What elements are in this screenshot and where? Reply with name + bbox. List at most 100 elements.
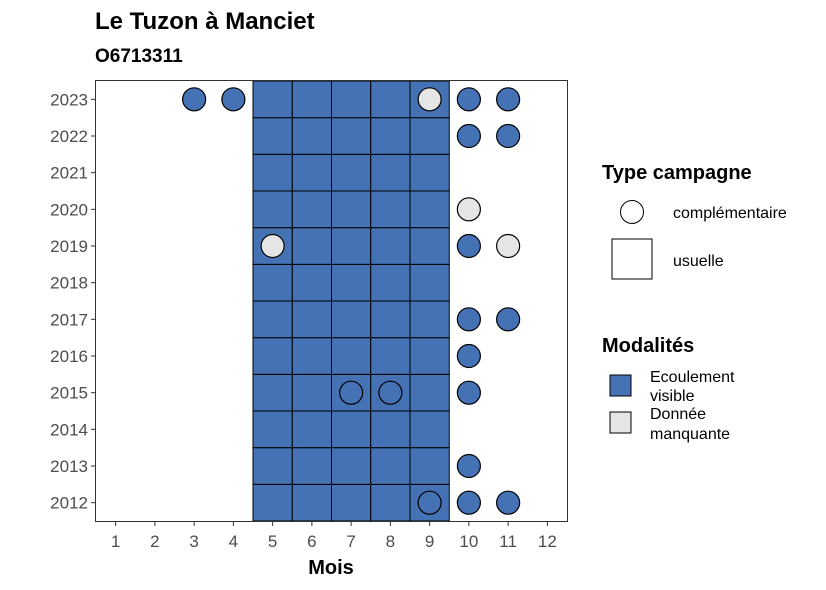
point-2015-7 (339, 380, 364, 405)
plot-panel-border (95, 80, 568, 522)
usuelle-tile-2023-7 (331, 80, 372, 119)
point-2023-4 (221, 87, 246, 112)
usuelle-tile-2013-7 (331, 447, 372, 485)
usuelle-tile-2021-5 (252, 153, 293, 192)
legend-complementaire-label: complémentaire (673, 205, 787, 222)
usuelle-tile-2022-7 (331, 117, 372, 155)
legend-manquante-label-1: Donnée (650, 406, 706, 423)
usuelle-tile-2015-6 (291, 373, 332, 412)
usuelle-tile-2021-8 (370, 153, 411, 192)
point-2019-10 (456, 233, 481, 259)
x-tick-label-12: 12 (538, 532, 557, 551)
x-tick-label-3: 3 (189, 532, 198, 551)
x-tick-label-1: 1 (111, 532, 120, 551)
usuelle-tile-2021-9 (409, 153, 450, 192)
legend-manquante-key (609, 411, 632, 434)
point-2017-10 (456, 307, 481, 332)
y-tick-label-2014: 2014 (50, 420, 88, 439)
usuelle-tile-2018-7 (331, 263, 372, 302)
y-tick-label-2012: 2012 (50, 494, 88, 513)
usuelle-tile-2022-6 (291, 117, 332, 155)
usuelle-tiles (252, 80, 450, 522)
x-tick-label-11: 11 (499, 532, 517, 551)
legend-modalites-title: Modalités (602, 335, 694, 357)
usuelle-tile-2016-7 (331, 337, 372, 375)
usuelle-tile-2019-7 (331, 227, 372, 265)
point-2019-5 (260, 233, 285, 259)
usuelle-tile-2022-8 (370, 117, 411, 155)
usuelle-tile-2013-6 (291, 447, 332, 485)
point-2023-3 (182, 87, 207, 112)
usuelle-tile-2016-8 (370, 337, 411, 375)
usuelle-tile-2019-6 (291, 227, 332, 265)
point-2023-10 (456, 87, 481, 112)
point-2013-10 (456, 453, 481, 479)
point-2023-9 (417, 87, 442, 112)
usuelle-tile-2017-9 (409, 300, 450, 339)
usuelle-tile-2014-7 (331, 410, 372, 449)
legend-usuelle-key (611, 238, 653, 280)
usuelle-tile-2018-9 (409, 263, 450, 302)
y-tick-label-2023: 2023 (50, 90, 88, 109)
point-2022-11 (496, 123, 521, 149)
usuelle-tile-2021-6 (291, 153, 332, 192)
x-tick-label-7: 7 (346, 532, 355, 551)
usuelle-tile-2023-5 (252, 80, 293, 119)
legend-type-title: Type campagne (602, 162, 752, 184)
legend-ecoulement-label-2: visible (650, 388, 695, 405)
point-2020-10 (456, 197, 481, 222)
point-2015-8 (378, 380, 403, 405)
usuelle-tile-2012-7 (331, 483, 372, 522)
legend-complementaire-key (620, 200, 644, 224)
y-tick-label-2013: 2013 (50, 457, 88, 476)
point-2012-10 (456, 490, 481, 515)
legend: Type campagne complémentaire usuelle Mod… (602, 162, 787, 443)
usuelle-tile-2012-5 (252, 483, 293, 522)
point-2016-10 (456, 343, 481, 369)
x-tick-label-8: 8 (386, 532, 395, 551)
usuelle-tile-2016-5 (252, 337, 293, 375)
point-2022-10 (456, 123, 481, 149)
usuelle-tile-2017-6 (291, 300, 332, 339)
usuelle-tile-2020-6 (291, 190, 332, 229)
usuelle-tile-2016-9 (409, 337, 450, 375)
y-tick-label-2016: 2016 (50, 347, 88, 366)
chart-subtitle: O6713311 (95, 46, 183, 67)
legend-ecoulement-key (609, 374, 632, 397)
x-axis: 1 2 3 4 5 6 7 8 9 10 11 12 (111, 521, 557, 551)
y-axis: 2012 2013 2014 2015 2016 2017 2018 2019 2020 2021… (50, 90, 96, 513)
usuelle-tile-2023-8 (370, 80, 411, 119)
usuelle-tile-2014-6 (291, 410, 332, 449)
x-tick-label-10: 10 (459, 532, 478, 551)
usuelle-tile-2013-9 (409, 447, 450, 485)
point-2017-11 (496, 307, 521, 332)
y-tick-label-2021: 2021 (50, 164, 88, 183)
x-tick-label-6: 6 (307, 532, 316, 551)
point-2012-11 (496, 490, 521, 515)
usuelle-tile-2017-7 (331, 300, 372, 339)
usuelle-tile-2020-7 (331, 190, 372, 229)
y-tick-label-2017: 2017 (50, 310, 88, 329)
usuelle-tile-2020-9 (409, 190, 450, 229)
usuelle-tile-2019-8 (370, 227, 411, 265)
x-tick-label-4: 4 (229, 532, 238, 551)
x-tick-label-9: 9 (425, 532, 434, 551)
usuelle-tile-2020-8 (370, 190, 411, 229)
usuelle-tile-2014-8 (370, 410, 411, 449)
chart-title: Le Tuzon à Manciet (95, 8, 315, 35)
x-axis-title: Mois (308, 557, 354, 579)
usuelle-tile-2018-5 (252, 263, 293, 302)
usuelle-tile-2019-9 (409, 227, 450, 265)
usuelle-tile-2014-9 (409, 410, 450, 449)
usuelle-tile-2018-8 (370, 263, 411, 302)
x-tick-label-2: 2 (150, 532, 159, 551)
usuelle-tile-2014-5 (252, 410, 293, 449)
usuelle-tile-2015-5 (252, 373, 293, 412)
usuelle-tile-2017-5 (252, 300, 293, 339)
usuelle-tile-2022-9 (409, 117, 450, 155)
usuelle-tile-2012-8 (370, 483, 411, 522)
point-2012-9 (417, 490, 442, 515)
y-tick-label-2022: 2022 (50, 127, 88, 146)
point-2019-11 (496, 233, 521, 259)
